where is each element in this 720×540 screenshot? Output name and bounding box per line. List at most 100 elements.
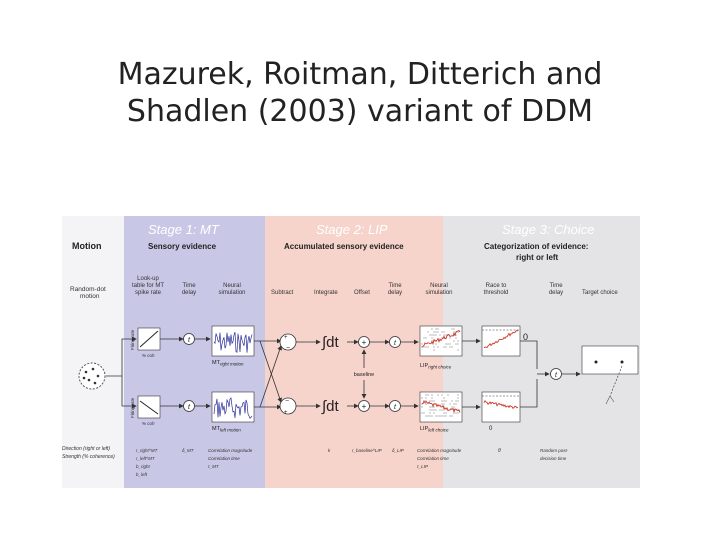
lip-sim-label-1: Neural — [430, 283, 448, 289]
choice-delay-label-1: Time — [549, 283, 563, 289]
stage2-panel — [265, 216, 443, 488]
param-postdecision-1: Random post- — [540, 448, 569, 453]
param-r-baseline: r_baseline^LIP — [352, 448, 382, 453]
param-corr-time-mt: Correlation time — [208, 456, 240, 461]
stage1-title: Stage 1: MT — [148, 222, 220, 237]
baseline-label: baseline — [354, 372, 375, 378]
lookup-axis-y-top: Firing rate — [130, 329, 135, 350]
subtract-top-plus: + — [284, 335, 288, 341]
random-dot-stimulus-icon — [78, 362, 106, 390]
lip-delay-top-icon: t — [389, 336, 401, 348]
lip-sim-label-2: simulation — [425, 290, 452, 296]
param-tau-mt: τ_MT — [208, 464, 220, 469]
race-trace-left — [483, 399, 519, 409]
integrate-top-symbol: ∫dt — [321, 334, 339, 351]
param-strength: Strength (% coherence) — [62, 454, 115, 460]
arrow-to-mt-left — [121, 376, 137, 409]
mt-delay-top-symbol: t — [188, 337, 191, 344]
subtract-node-top: + − — [279, 333, 297, 352]
param-theta: θ — [498, 448, 501, 454]
stage2-title: Stage 2: LIP — [316, 222, 388, 237]
stage3-subtitle-2: right or left — [516, 253, 559, 262]
stage1-subtitle: Sensory evidence — [148, 242, 217, 251]
param-b-right: b_right — [136, 464, 151, 469]
stage3-subtitle-1: Categorization of evidence: — [484, 242, 588, 251]
subtract-label: Subtract — [271, 290, 294, 296]
param-b-left: b_left — [136, 472, 148, 477]
integrate-bottom-symbol: ∫dt — [321, 398, 339, 415]
choice-delay-icon: t — [550, 368, 562, 380]
mt-delay-top-icon: t — [183, 333, 195, 345]
stage3-title: Stage 3: Choice — [502, 222, 595, 237]
param-r-right: r_right^MT — [136, 448, 159, 453]
lip-output-left: LIPleft choice — [420, 426, 449, 433]
offset-top-plus: + — [362, 338, 367, 347]
subtract-top-minus: − — [286, 345, 290, 352]
mt-sim-label-1: Neural — [223, 283, 241, 289]
race-box-left — [481, 391, 521, 423]
lip-delay-top-symbol: t — [394, 340, 397, 347]
offset-node-bottom: + — [358, 400, 370, 412]
offset-bottom-plus: + — [362, 402, 367, 411]
param-corr-mag-mt: Correlation magnitude — [208, 448, 253, 453]
stimulus-label-1: Random-dot — [70, 286, 106, 293]
arrow-to-mt-right — [106, 336, 137, 377]
race-box-right — [481, 325, 521, 357]
mt-delay-label-1: Time — [182, 283, 196, 289]
lip-trace-left — [421, 400, 461, 414]
param-direction: Direction (right or left) — [62, 446, 110, 452]
lookup-axis-x-top: % coh — [142, 353, 155, 358]
lip-output-right: LIPright choice — [420, 363, 452, 370]
target-screen-icon — [581, 345, 639, 405]
lookup-label-3: spike rate — [135, 290, 162, 296]
race-label-1: Race to — [486, 283, 507, 289]
lookup-label-2: table for MT — [132, 283, 164, 289]
lip-raster-left — [421, 394, 459, 417]
stimulus-label-2: motion — [80, 293, 100, 300]
race-zero-bottom: 0 — [489, 426, 493, 432]
lip-delay-label-2: delay — [388, 290, 402, 296]
lip-raster-right — [421, 328, 459, 351]
lookup-axis-y-bottom: Firing rate — [130, 397, 135, 418]
lip-delay-label-1: Time — [388, 283, 402, 289]
lip-delay-bottom-symbol: t — [394, 404, 397, 411]
offset-label: Offset — [354, 290, 370, 296]
choice-delay-symbol: t — [555, 372, 558, 379]
target-choice-label: Target choice — [582, 290, 618, 296]
motion-heading: Motion — [72, 241, 102, 251]
mt-delay-bottom-icon: t — [183, 400, 195, 412]
lookup-label-1: Look-up — [137, 276, 159, 282]
ddm-diagram: Motion Random-dot motion Direction (righ… — [62, 216, 640, 488]
param-k: k — [328, 448, 331, 453]
param-corr-time-lip: Correlation time — [417, 456, 449, 461]
slide-title-line-2: Shadlen (2003) variant of DDM — [126, 94, 594, 129]
mt-sim-label-2: simulation — [218, 290, 245, 296]
race-trace-right — [483, 329, 519, 349]
param-r-left: r_left^MT — [136, 456, 156, 461]
race-label-2: threshold — [484, 290, 509, 296]
choice-delay-label-2: delay — [549, 290, 563, 296]
mt-delay-label-2: delay — [182, 290, 196, 296]
lookup-table-right — [137, 327, 161, 351]
mt-output-left: MTleft motion — [212, 426, 241, 433]
integrate-label: Integrate — [314, 290, 338, 296]
stage2-subtitle: Accumulated sensory evidence — [284, 242, 404, 251]
mt-trace-right — [213, 331, 253, 353]
lip-trace-right — [421, 329, 461, 348]
lookup-axis-x-bottom: % coh — [142, 421, 155, 426]
offset-node-top: + — [358, 336, 370, 348]
slide-title-line-1: Mazurek, Roitman, Ditterich and — [117, 57, 603, 92]
race-zero-top: 0 — [523, 332, 528, 342]
lip-delay-bottom-icon: t — [389, 400, 401, 412]
param-postdecision-2: decision time — [540, 456, 567, 461]
mt-trace-left — [213, 397, 253, 419]
param-delta-mt: δ_MT — [182, 448, 195, 453]
mt-delay-bottom-symbol: t — [188, 404, 191, 411]
lookup-table-left — [137, 395, 161, 419]
slide-title: Mazurek, Roitman, Ditterich and Shadlen … — [0, 56, 720, 130]
subtract-bottom-minus: − — [285, 398, 289, 405]
param-delta-lip: δ_LIP — [392, 448, 404, 453]
param-tau-lip: τ_LIP — [417, 464, 428, 469]
param-corr-mag-lip: Correlation magnitude — [417, 448, 462, 453]
subtract-bottom-plus: + — [284, 410, 288, 416]
